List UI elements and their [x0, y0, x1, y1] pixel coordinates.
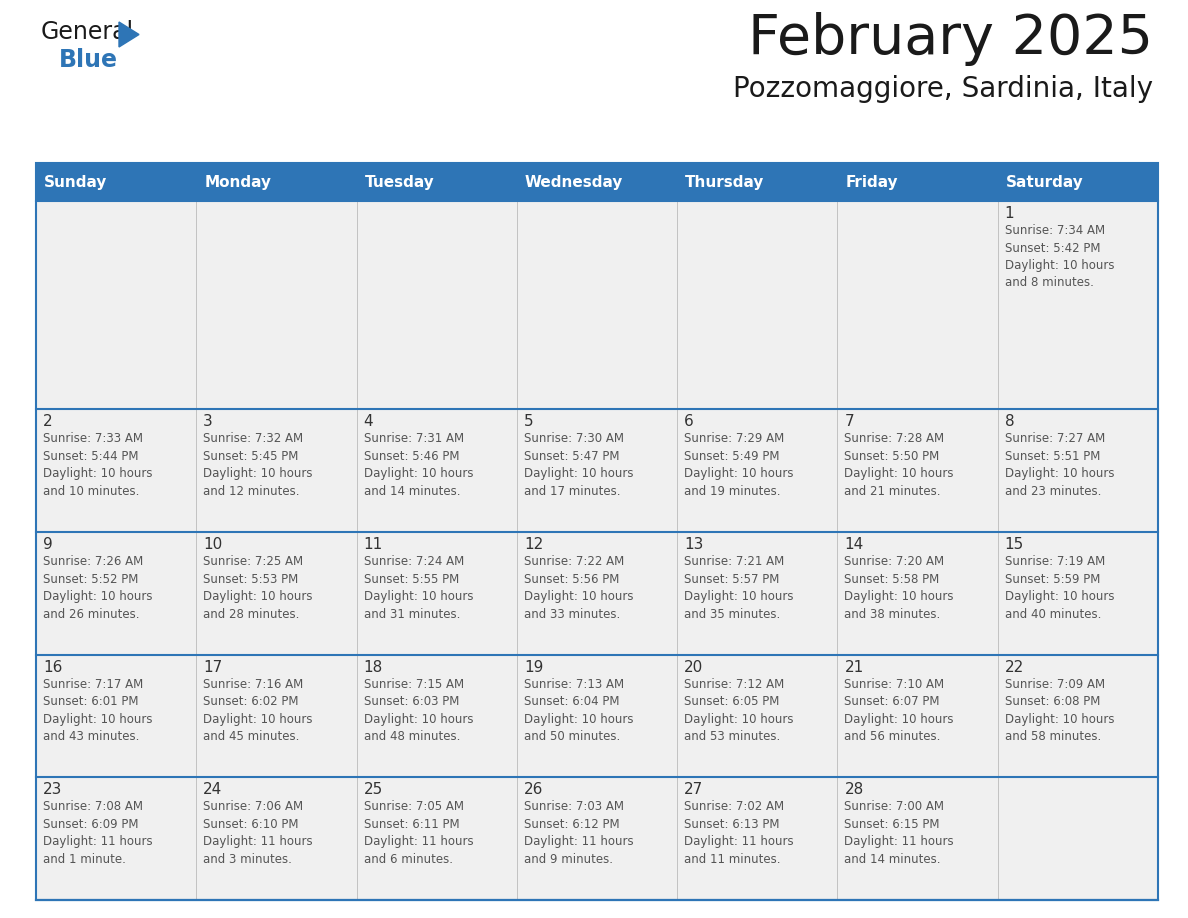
- Text: 6: 6: [684, 414, 694, 430]
- Text: 18: 18: [364, 660, 383, 675]
- Text: 27: 27: [684, 782, 703, 798]
- Text: 28: 28: [845, 782, 864, 798]
- Polygon shape: [119, 22, 139, 47]
- Text: Saturday: Saturday: [1006, 174, 1083, 189]
- Text: Sunrise: 7:15 AM
Sunset: 6:03 PM
Daylight: 10 hours
and 48 minutes.: Sunrise: 7:15 AM Sunset: 6:03 PM Dayligh…: [364, 677, 473, 744]
- Text: 11: 11: [364, 537, 383, 552]
- Text: 5: 5: [524, 414, 533, 430]
- Text: Sunrise: 7:21 AM
Sunset: 5:57 PM
Daylight: 10 hours
and 35 minutes.: Sunrise: 7:21 AM Sunset: 5:57 PM Dayligh…: [684, 555, 794, 621]
- Text: 20: 20: [684, 660, 703, 675]
- Text: 16: 16: [43, 660, 63, 675]
- Text: Sunrise: 7:31 AM
Sunset: 5:46 PM
Daylight: 10 hours
and 14 minutes.: Sunrise: 7:31 AM Sunset: 5:46 PM Dayligh…: [364, 432, 473, 498]
- Text: Sunrise: 7:08 AM
Sunset: 6:09 PM
Daylight: 11 hours
and 1 minute.: Sunrise: 7:08 AM Sunset: 6:09 PM Dayligh…: [43, 800, 152, 866]
- Text: 19: 19: [524, 660, 543, 675]
- Text: Sunrise: 7:33 AM
Sunset: 5:44 PM
Daylight: 10 hours
and 10 minutes.: Sunrise: 7:33 AM Sunset: 5:44 PM Dayligh…: [43, 432, 152, 498]
- Text: Sunrise: 7:28 AM
Sunset: 5:50 PM
Daylight: 10 hours
and 21 minutes.: Sunrise: 7:28 AM Sunset: 5:50 PM Dayligh…: [845, 432, 954, 498]
- Text: Friday: Friday: [846, 174, 898, 189]
- Text: 9: 9: [43, 537, 52, 552]
- Text: Sunrise: 7:12 AM
Sunset: 6:05 PM
Daylight: 10 hours
and 53 minutes.: Sunrise: 7:12 AM Sunset: 6:05 PM Dayligh…: [684, 677, 794, 744]
- Bar: [36, 163, 1158, 201]
- Bar: [36, 163, 1158, 900]
- Text: Sunday: Sunday: [44, 174, 107, 189]
- Text: February 2025: February 2025: [748, 12, 1154, 66]
- Text: 3: 3: [203, 414, 213, 430]
- Text: Sunrise: 7:10 AM
Sunset: 6:07 PM
Daylight: 10 hours
and 56 minutes.: Sunrise: 7:10 AM Sunset: 6:07 PM Dayligh…: [845, 677, 954, 744]
- Text: Sunrise: 7:13 AM
Sunset: 6:04 PM
Daylight: 10 hours
and 50 minutes.: Sunrise: 7:13 AM Sunset: 6:04 PM Dayligh…: [524, 677, 633, 744]
- Text: Sunrise: 7:09 AM
Sunset: 6:08 PM
Daylight: 10 hours
and 58 minutes.: Sunrise: 7:09 AM Sunset: 6:08 PM Dayligh…: [1005, 677, 1114, 744]
- Text: Sunrise: 7:29 AM
Sunset: 5:49 PM
Daylight: 10 hours
and 19 minutes.: Sunrise: 7:29 AM Sunset: 5:49 PM Dayligh…: [684, 432, 794, 498]
- Text: Sunrise: 7:22 AM
Sunset: 5:56 PM
Daylight: 10 hours
and 33 minutes.: Sunrise: 7:22 AM Sunset: 5:56 PM Dayligh…: [524, 555, 633, 621]
- Text: 21: 21: [845, 660, 864, 675]
- Text: 25: 25: [364, 782, 383, 798]
- Text: Sunrise: 7:19 AM
Sunset: 5:59 PM
Daylight: 10 hours
and 40 minutes.: Sunrise: 7:19 AM Sunset: 5:59 PM Dayligh…: [1005, 555, 1114, 621]
- Text: 12: 12: [524, 537, 543, 552]
- Text: Sunrise: 7:32 AM
Sunset: 5:45 PM
Daylight: 10 hours
and 12 minutes.: Sunrise: 7:32 AM Sunset: 5:45 PM Dayligh…: [203, 432, 312, 498]
- Text: General: General: [42, 20, 134, 44]
- Text: Sunrise: 7:05 AM
Sunset: 6:11 PM
Daylight: 11 hours
and 6 minutes.: Sunrise: 7:05 AM Sunset: 6:11 PM Dayligh…: [364, 800, 473, 866]
- Text: 23: 23: [43, 782, 63, 798]
- Text: Sunrise: 7:03 AM
Sunset: 6:12 PM
Daylight: 11 hours
and 9 minutes.: Sunrise: 7:03 AM Sunset: 6:12 PM Dayligh…: [524, 800, 633, 866]
- Text: Sunrise: 7:06 AM
Sunset: 6:10 PM
Daylight: 11 hours
and 3 minutes.: Sunrise: 7:06 AM Sunset: 6:10 PM Dayligh…: [203, 800, 312, 866]
- Text: Sunrise: 7:02 AM
Sunset: 6:13 PM
Daylight: 11 hours
and 11 minutes.: Sunrise: 7:02 AM Sunset: 6:13 PM Dayligh…: [684, 800, 794, 866]
- Text: 2: 2: [43, 414, 52, 430]
- Bar: [36, 409, 1158, 532]
- Text: Wednesday: Wednesday: [525, 174, 624, 189]
- Text: Thursday: Thursday: [685, 174, 765, 189]
- Text: Blue: Blue: [59, 48, 118, 72]
- Text: Sunrise: 7:25 AM
Sunset: 5:53 PM
Daylight: 10 hours
and 28 minutes.: Sunrise: 7:25 AM Sunset: 5:53 PM Dayligh…: [203, 555, 312, 621]
- Text: 4: 4: [364, 414, 373, 430]
- Text: Tuesday: Tuesday: [365, 174, 435, 189]
- Text: 7: 7: [845, 414, 854, 430]
- Text: Sunrise: 7:24 AM
Sunset: 5:55 PM
Daylight: 10 hours
and 31 minutes.: Sunrise: 7:24 AM Sunset: 5:55 PM Dayligh…: [364, 555, 473, 621]
- Text: Pozzomaggiore, Sardinia, Italy: Pozzomaggiore, Sardinia, Italy: [733, 75, 1154, 103]
- Text: 22: 22: [1005, 660, 1024, 675]
- Text: Sunrise: 7:00 AM
Sunset: 6:15 PM
Daylight: 11 hours
and 14 minutes.: Sunrise: 7:00 AM Sunset: 6:15 PM Dayligh…: [845, 800, 954, 866]
- Text: Monday: Monday: [204, 174, 271, 189]
- Text: Sunrise: 7:17 AM
Sunset: 6:01 PM
Daylight: 10 hours
and 43 minutes.: Sunrise: 7:17 AM Sunset: 6:01 PM Dayligh…: [43, 677, 152, 744]
- Bar: [36, 201, 1158, 409]
- Text: 8: 8: [1005, 414, 1015, 430]
- Text: 17: 17: [203, 660, 222, 675]
- Text: 1: 1: [1005, 206, 1015, 221]
- Text: Sunrise: 7:20 AM
Sunset: 5:58 PM
Daylight: 10 hours
and 38 minutes.: Sunrise: 7:20 AM Sunset: 5:58 PM Dayligh…: [845, 555, 954, 621]
- Text: 15: 15: [1005, 537, 1024, 552]
- Text: 26: 26: [524, 782, 543, 798]
- Text: Sunrise: 7:26 AM
Sunset: 5:52 PM
Daylight: 10 hours
and 26 minutes.: Sunrise: 7:26 AM Sunset: 5:52 PM Dayligh…: [43, 555, 152, 621]
- Bar: [36, 655, 1158, 778]
- Bar: [36, 778, 1158, 900]
- Text: 24: 24: [203, 782, 222, 798]
- Text: Sunrise: 7:16 AM
Sunset: 6:02 PM
Daylight: 10 hours
and 45 minutes.: Sunrise: 7:16 AM Sunset: 6:02 PM Dayligh…: [203, 677, 312, 744]
- Bar: [36, 532, 1158, 655]
- Text: 14: 14: [845, 537, 864, 552]
- Text: 13: 13: [684, 537, 703, 552]
- Text: 10: 10: [203, 537, 222, 552]
- Text: Sunrise: 7:27 AM
Sunset: 5:51 PM
Daylight: 10 hours
and 23 minutes.: Sunrise: 7:27 AM Sunset: 5:51 PM Dayligh…: [1005, 432, 1114, 498]
- Text: Sunrise: 7:30 AM
Sunset: 5:47 PM
Daylight: 10 hours
and 17 minutes.: Sunrise: 7:30 AM Sunset: 5:47 PM Dayligh…: [524, 432, 633, 498]
- Text: Sunrise: 7:34 AM
Sunset: 5:42 PM
Daylight: 10 hours
and 8 minutes.: Sunrise: 7:34 AM Sunset: 5:42 PM Dayligh…: [1005, 224, 1114, 289]
